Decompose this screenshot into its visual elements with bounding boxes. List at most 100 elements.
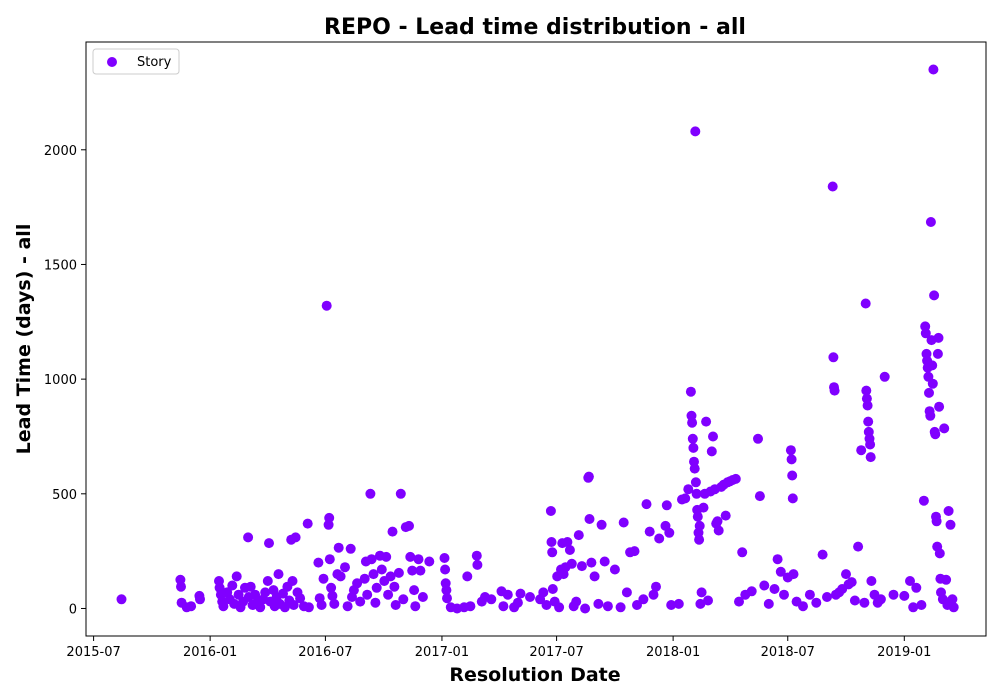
data-point xyxy=(176,581,186,592)
data-points xyxy=(116,64,959,614)
data-point xyxy=(865,439,876,450)
data-point xyxy=(262,576,273,586)
data-point xyxy=(688,442,699,453)
y-tick-label: 0 xyxy=(69,602,77,617)
data-point xyxy=(618,517,629,528)
data-point xyxy=(859,597,870,608)
legend-box xyxy=(92,48,180,75)
data-point xyxy=(822,592,832,602)
data-point xyxy=(695,598,706,609)
data-point xyxy=(486,594,497,605)
data-point xyxy=(680,493,691,504)
data-point xyxy=(737,547,748,558)
data-point xyxy=(370,597,381,608)
data-point xyxy=(231,571,242,582)
data-point xyxy=(295,593,306,604)
data-point xyxy=(116,594,127,605)
data-point xyxy=(654,533,665,544)
y-tick-label: 1500 xyxy=(44,258,77,273)
data-point xyxy=(863,416,874,427)
x-tick-label: 2017-01 xyxy=(415,645,469,660)
data-point xyxy=(734,596,744,607)
data-point xyxy=(381,551,392,562)
data-point xyxy=(584,514,595,524)
data-point xyxy=(661,500,672,511)
data-point xyxy=(541,600,552,610)
data-point xyxy=(387,526,398,537)
data-point xyxy=(512,597,523,608)
data-point xyxy=(775,566,786,577)
data-point xyxy=(685,386,696,397)
data-point xyxy=(385,571,396,582)
x-tick-label: 2017-07 xyxy=(529,645,583,660)
data-point xyxy=(788,569,799,580)
x-axis-label: Resolution Date xyxy=(449,664,620,686)
data-point xyxy=(866,576,877,586)
data-point xyxy=(689,463,700,474)
data-point xyxy=(368,569,379,580)
data-point xyxy=(945,519,956,530)
data-point xyxy=(599,556,610,567)
data-point xyxy=(754,491,765,502)
data-point xyxy=(250,589,261,600)
data-point xyxy=(290,532,301,543)
data-point xyxy=(546,537,557,547)
data-point xyxy=(195,594,205,605)
data-point xyxy=(641,499,652,510)
data-point xyxy=(687,417,698,428)
data-point xyxy=(342,601,353,612)
data-point xyxy=(390,600,401,610)
data-point xyxy=(376,564,387,575)
data-point xyxy=(712,516,723,527)
data-point xyxy=(255,602,266,613)
data-point xyxy=(326,582,337,593)
data-point xyxy=(593,598,604,609)
data-point xyxy=(366,554,377,565)
data-point xyxy=(638,594,649,605)
data-point xyxy=(849,595,860,606)
data-point xyxy=(853,541,864,552)
data-point xyxy=(586,557,597,568)
data-point xyxy=(787,470,798,481)
chart-title: REPO - Lead time distribution - all xyxy=(324,15,746,40)
data-point xyxy=(694,534,705,545)
data-point xyxy=(763,598,774,609)
data-point xyxy=(706,446,717,457)
data-point xyxy=(313,557,324,568)
x-tick-label: 2016-01 xyxy=(183,645,237,660)
data-point xyxy=(908,602,919,613)
data-point xyxy=(918,495,929,506)
legend-label-story: Story xyxy=(137,55,172,70)
data-point xyxy=(424,556,435,567)
data-point xyxy=(769,584,780,594)
data-point xyxy=(525,592,535,602)
data-point xyxy=(576,561,587,572)
data-point xyxy=(730,473,741,484)
data-point xyxy=(804,589,815,600)
data-point xyxy=(930,429,941,440)
data-point xyxy=(566,558,577,569)
data-point xyxy=(856,445,867,456)
data-point xyxy=(692,511,703,522)
data-point xyxy=(316,600,327,610)
data-point xyxy=(462,571,473,582)
data-point xyxy=(648,589,659,600)
data-point xyxy=(335,571,346,582)
data-point xyxy=(389,581,400,592)
data-point xyxy=(713,525,724,536)
data-point xyxy=(862,400,873,411)
data-point xyxy=(465,601,476,612)
data-point xyxy=(879,371,890,382)
data-point xyxy=(302,518,313,529)
data-point xyxy=(583,471,594,482)
data-point xyxy=(545,506,556,516)
data-point xyxy=(817,549,828,560)
data-point xyxy=(621,587,632,598)
data-point xyxy=(753,433,763,444)
data-point xyxy=(365,488,376,499)
data-point xyxy=(362,589,373,600)
data-point xyxy=(701,416,712,427)
data-point xyxy=(218,601,229,612)
data-point xyxy=(355,596,366,607)
data-point xyxy=(947,594,958,605)
